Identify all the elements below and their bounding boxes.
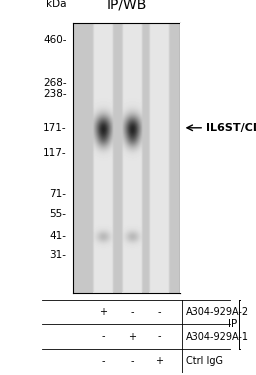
Text: -: - (101, 356, 105, 366)
Text: -: - (101, 332, 105, 342)
Text: 238-: 238- (43, 89, 67, 99)
Text: kDa: kDa (46, 0, 67, 9)
Text: +: + (99, 307, 107, 317)
Text: Ctrl IgG: Ctrl IgG (186, 356, 223, 366)
Text: IL6ST/CD130: IL6ST/CD130 (206, 123, 256, 133)
Text: A304-929A-1: A304-929A-1 (186, 332, 249, 342)
Text: 41-: 41- (49, 231, 67, 241)
Bar (93, 22, 113, 292)
Text: 268-: 268- (43, 78, 67, 88)
Text: -: - (130, 307, 134, 317)
Text: +: + (128, 332, 136, 342)
Text: -: - (157, 332, 161, 342)
Text: 117-: 117- (43, 148, 67, 159)
Text: +: + (155, 356, 163, 366)
Text: -: - (130, 356, 134, 366)
Text: 31-: 31- (49, 250, 67, 260)
Text: 71-: 71- (49, 189, 67, 199)
Bar (149, 22, 169, 292)
Text: IP/WB: IP/WB (106, 0, 147, 12)
Text: A304-929A-2: A304-929A-2 (186, 307, 249, 317)
Bar (122, 22, 142, 292)
Text: 55-: 55- (49, 209, 67, 219)
Text: IP: IP (228, 320, 237, 329)
Text: 460-: 460- (43, 35, 67, 45)
Text: -: - (157, 307, 161, 317)
Text: 171-: 171- (43, 123, 67, 133)
